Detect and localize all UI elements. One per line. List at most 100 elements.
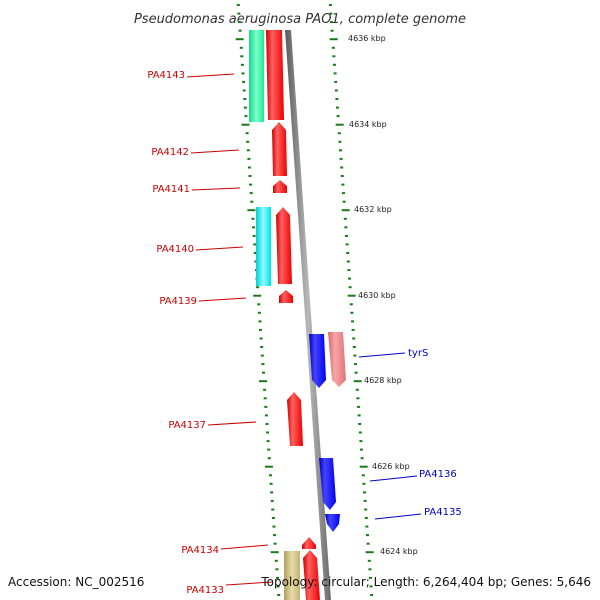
leader-line [369, 475, 418, 482]
scale-minor-tick [346, 252, 350, 254]
right-tick-column [328, 4, 374, 596]
gene-arrow-pa4136 [319, 458, 336, 510]
scale-minor-tick [247, 157, 251, 160]
scale-minor-tick [253, 252, 257, 254]
scale-minor-tick [358, 431, 362, 434]
scale-minor-tick [273, 542, 277, 545]
gene-arrow-pa4140 [276, 207, 292, 284]
scale-minor-tick [260, 354, 264, 357]
scale-major-tick [365, 551, 374, 554]
gene-label-pa4134: PA4134 [181, 545, 219, 556]
scale-major-tick [347, 294, 356, 297]
scale-minor-tick [357, 405, 360, 408]
scale-minor-tick [354, 363, 357, 366]
scale-minor-tick [249, 192, 253, 195]
scale-minor-tick [276, 576, 279, 579]
scale-minor-tick [369, 585, 373, 588]
scale-label: 4626 kbp [372, 462, 410, 471]
scale-minor-tick [246, 149, 250, 152]
leader-line [195, 246, 244, 251]
scale-minor-tick [263, 388, 267, 391]
scale-minor-tick [249, 183, 253, 186]
scale-minor-tick [333, 63, 336, 66]
scale-major-tick [353, 380, 362, 383]
green-feature-pa4143 [249, 30, 264, 122]
scale-minor-tick [344, 226, 348, 229]
scale-minor-tick [351, 328, 355, 331]
scale-minor-tick [336, 106, 339, 109]
scale-minor-tick [356, 397, 360, 400]
scale-label: 4636 kbp [348, 34, 386, 43]
scale-minor-tick [335, 98, 339, 100]
scale-minor-tick [238, 21, 241, 24]
leader-line [358, 352, 406, 358]
gene-label-pa4140: PA4140 [156, 244, 194, 255]
leader-line [190, 149, 240, 154]
scale-minor-tick [367, 559, 371, 562]
gene-arrow-pa4135 [325, 514, 340, 532]
scale-minor-tick [266, 431, 270, 434]
scale-minor-tick [242, 89, 246, 92]
scale-minor-tick [270, 491, 274, 494]
leader-line [220, 544, 269, 550]
scale-label: 4630 kbp [358, 291, 396, 300]
scale-minor-tick [345, 234, 348, 237]
scale-minor-tick [352, 337, 356, 340]
scale-minor-tick [245, 132, 249, 135]
scale-minor-tick [252, 226, 255, 229]
leader-line [191, 187, 241, 191]
scale-minor-tick [349, 303, 353, 306]
scale-minor-tick [343, 217, 347, 220]
scale-minor-tick [359, 440, 363, 443]
scale-minor-tick [365, 525, 369, 528]
gene-arrow-pa4141 [273, 180, 287, 193]
leader-line [198, 297, 247, 302]
scale-minor-tick [251, 217, 255, 220]
scale-major-tick [241, 123, 250, 126]
scale-minor-tick [247, 166, 251, 169]
gene-label-pa4136: PA4136 [419, 469, 457, 480]
scale-major-tick [235, 38, 244, 41]
gene-label-pa4137: PA4137 [168, 420, 206, 431]
gene-label-tyrs: tyrS [408, 348, 428, 359]
scale-minor-tick [361, 474, 365, 477]
scale-minor-tick [339, 157, 343, 160]
gene-arrow-pa4133 [303, 550, 320, 600]
scale-minor-tick [264, 414, 268, 417]
scale-minor-tick [342, 200, 346, 203]
scale-minor-tick [334, 89, 338, 92]
scale-major-tick [259, 380, 267, 383]
scale-minor-tick [264, 405, 268, 408]
scale-minor-tick [330, 21, 333, 24]
scale-minor-tick [265, 423, 269, 425]
scale-minor-tick [351, 320, 354, 323]
scale-minor-tick [274, 559, 278, 562]
scale-minor-tick [357, 414, 361, 417]
scale-minor-tick [339, 149, 342, 152]
scale-minor-tick [352, 346, 356, 348]
scale-minor-tick [267, 457, 271, 460]
scale-minor-tick [348, 277, 351, 280]
scale-minor-tick [362, 482, 366, 485]
scale-minor-tick [364, 517, 368, 519]
scale-minor-tick [333, 72, 337, 75]
scale-minor-tick [254, 260, 258, 263]
scale-minor-tick [336, 115, 340, 118]
scale-minor-tick [342, 192, 345, 195]
scale-minor-tick [250, 200, 254, 203]
gene-arrow-pink [328, 332, 346, 387]
leader-line [186, 73, 235, 78]
left-tick-column [235, 4, 281, 596]
scale-minor-tick [331, 46, 335, 49]
scale-major-tick [359, 465, 368, 468]
scale-minor-tick [360, 448, 363, 451]
gene-label-pa4142: PA4142 [151, 147, 189, 158]
scale-minor-tick [275, 568, 279, 571]
scale-minor-tick [248, 175, 252, 177]
gene-labels: PA4143 PA4142 PA4141 PA4140 PA4139 tyrS … [147, 70, 461, 596]
gene-label-pa4133: PA4133 [186, 585, 224, 596]
scale-minor-tick [368, 568, 372, 571]
scale-minor-tick [262, 371, 265, 374]
scale-major-tick [264, 465, 273, 468]
